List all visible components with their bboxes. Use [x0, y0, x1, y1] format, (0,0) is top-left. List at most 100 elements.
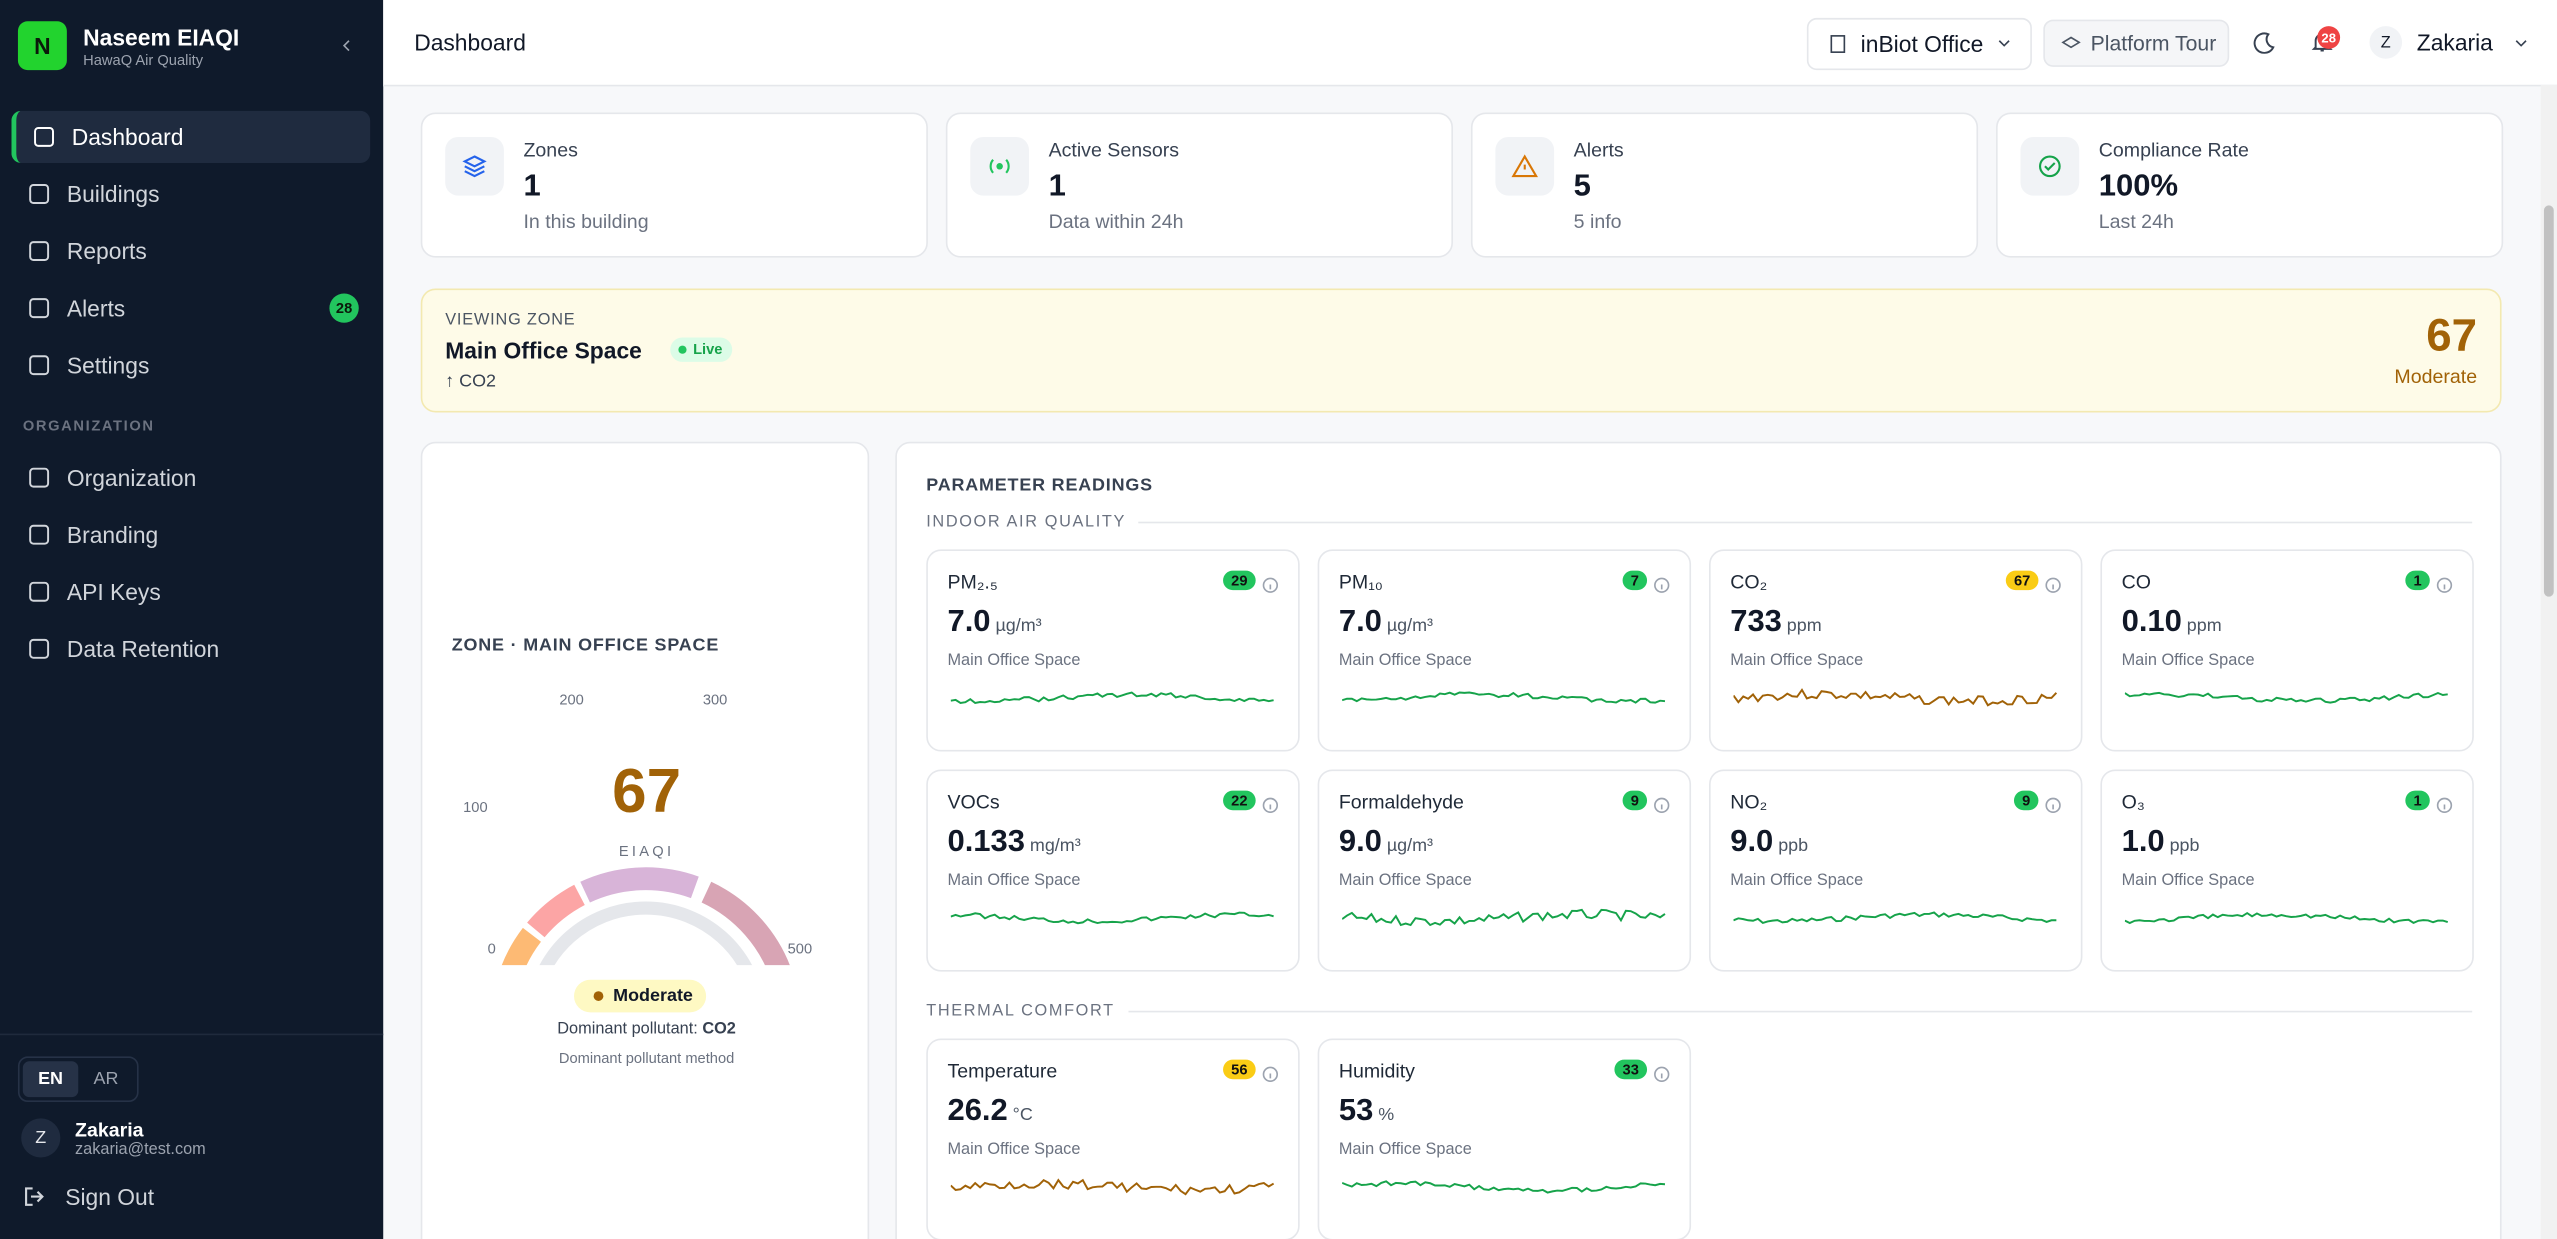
nav-item[interactable]: API Keys	[11, 566, 370, 618]
location: Main Office Space	[947, 872, 1081, 891]
index-badge: 56	[1223, 1059, 1256, 1080]
info	[2436, 797, 2453, 814]
stat-icon	[2020, 136, 2080, 196]
reading-card[interactable]: O₃ 1 1.0 ppb Main Office Space	[2100, 769, 2474, 972]
sparkline-wrap	[950, 681, 1277, 725]
user-avatar[interactable]: Z	[2369, 26, 2403, 59]
building-selector[interactable]: inBiot Office	[1806, 17, 2032, 71]
sidebar: N Naseem EIAQI HawaQ Air Quality ORGANIZ…	[0, 0, 384, 1239]
info-icon[interactable]	[1262, 572, 1279, 601]
nav-item[interactable]: Reports	[11, 225, 370, 277]
nav-label: Data Retention	[66, 635, 220, 662]
info-icon[interactable]	[1654, 572, 1670, 601]
sparkline-wrap	[2124, 902, 2451, 946]
nav-item[interactable]: Branding	[11, 509, 370, 561]
info	[1262, 797, 1279, 814]
nav-item[interactable]: Organization	[11, 452, 370, 504]
info	[2045, 797, 2061, 814]
user-name: Zakaria	[75, 1118, 144, 1142]
info-icon[interactable]	[2045, 572, 2061, 601]
info-icon[interactable]	[1654, 1061, 1670, 1090]
nav-icon	[29, 638, 50, 659]
sparkline-wrap	[1341, 902, 1668, 946]
scrollbar[interactable]	[2540, 84, 2557, 1239]
reading-value: 7.0 µg/m³	[1339, 605, 1433, 641]
platform-tour[interactable]: Platform Tour	[2043, 19, 2230, 67]
gauge-score: 67	[612, 758, 682, 827]
group-label: INDOOR AIR QUALITY	[926, 514, 2472, 532]
reading-value: 9.0 ppb	[1730, 825, 1808, 861]
collapse-button[interactable]	[339, 37, 355, 53]
nav-label: Buildings	[66, 180, 160, 208]
language-switch: EN AR	[17, 1056, 139, 1103]
info-icon[interactable]	[2436, 572, 2453, 601]
reading-card[interactable]: Formaldehyde 9 9.0 µg/m³ Main Office Space	[1317, 769, 1692, 972]
reading-card[interactable]: PM₁₀ 7 7.0 µg/m³ Main Office Space	[1317, 549, 1692, 752]
value: 0.10	[2121, 604, 2182, 640]
group-label: THERMAL COMFORT	[926, 1003, 2472, 1021]
readings-title: PARAMETER READINGS	[926, 476, 1153, 496]
nav-icon	[29, 524, 50, 545]
nav-icon	[29, 355, 50, 376]
reading-card[interactable]: NO₂ 9 9.0 ppb Main Office Space	[1709, 769, 2083, 972]
nav-label: Alerts	[66, 295, 126, 322]
reading-card[interactable]: VOCs 22 0.133 mg/m³ Main Office Space	[926, 769, 1300, 972]
reading-value: 53%	[1339, 1094, 1394, 1130]
nav-label: Dashboard	[71, 123, 184, 150]
nav-item[interactable]: Buildings	[11, 168, 370, 220]
reading-card[interactable]: Temperature 56 26.2 °C Main Office Space	[926, 1038, 1300, 1239]
nav-item[interactable]: Dashboard	[11, 110, 371, 164]
sparkline	[2124, 911, 2449, 925]
language-ar[interactable]: AR	[93, 1069, 119, 1090]
reading-value: 26.2 °C	[947, 1094, 1032, 1130]
sparkline-wrap	[1732, 681, 2059, 725]
gauge	[501, 867, 790, 966]
level-pill: Moderate	[574, 979, 706, 1013]
sign-out-icon	[25, 1187, 44, 1206]
info-icon[interactable]	[1262, 1061, 1279, 1090]
stat-card: Active Sensors 1 Data within 24h	[945, 112, 1453, 258]
value: 9.0	[1338, 824, 1382, 860]
stat-card: Compliance Rate 100% Last 24h	[1996, 112, 2504, 258]
sign-out[interactable]: Sign Out	[23, 1184, 154, 1210]
reading-value: 1.0 ppb	[2122, 825, 2200, 861]
scroll-thumb[interactable]	[2543, 205, 2554, 597]
info-icon[interactable]	[1262, 792, 1279, 821]
info-icon[interactable]	[2436, 792, 2453, 821]
reading-card[interactable]: PM₂.₅ 29 7.0 µg/m³ Main Office Space	[926, 549, 1300, 752]
reading-value: 7.0 µg/m³	[947, 605, 1041, 641]
unit: °C	[1012, 1105, 1033, 1125]
stat-value: 1	[1048, 169, 1066, 204]
location: Main Office Space	[947, 652, 1081, 671]
header: Dashboard inBiot Office Platform Tour 28…	[383, 0, 2557, 87]
level-label: Moderate	[613, 986, 693, 1006]
user-chevron	[2515, 40, 2527, 47]
user-name[interactable]: Zakaria	[2416, 29, 2493, 56]
reading-card[interactable]: CO 1 0.10 ppm Main Office Space	[2100, 549, 2474, 752]
nav-item[interactable]: Data Retention	[11, 623, 370, 675]
reading-card[interactable]: Humidity 33 53% Main Office Space	[1317, 1038, 1692, 1239]
language-en[interactable]: EN	[22, 1061, 79, 1098]
value: 0.133	[947, 824, 1025, 860]
gauge-card: ZONE · MAIN OFFICE SPACE 67 EIAQI 0 100 …	[420, 441, 870, 1239]
info-icon[interactable]	[2045, 792, 2061, 821]
info	[1654, 1066, 1670, 1083]
info-icon[interactable]	[1654, 792, 1670, 821]
nav-icon	[34, 126, 54, 147]
sparkline	[1732, 688, 2058, 707]
index-badge: 1	[2405, 570, 2430, 591]
dominant-pollutant: CO2	[702, 1020, 736, 1039]
stat-value: 100%	[2098, 169, 2179, 204]
sparkline	[950, 911, 1274, 925]
nav-item[interactable]: Alerts 28	[11, 282, 370, 334]
gauge-band	[701, 881, 790, 966]
dominant-label: Dominant pollutant:	[557, 1020, 698, 1039]
reading-value: 9.0 µg/m³	[1339, 825, 1433, 861]
reading-card[interactable]: CO₂ 67 733 ppm Main Office Space	[1709, 549, 2083, 752]
stat-card: Zones 1 In this building	[420, 112, 928, 258]
sparkline	[1341, 1180, 1666, 1194]
unit: ppm	[1786, 616, 1822, 636]
theme-toggle[interactable]	[2252, 31, 2275, 54]
nav-item[interactable]: Settings	[11, 339, 370, 391]
stat-note: Last 24h	[2098, 210, 2174, 234]
